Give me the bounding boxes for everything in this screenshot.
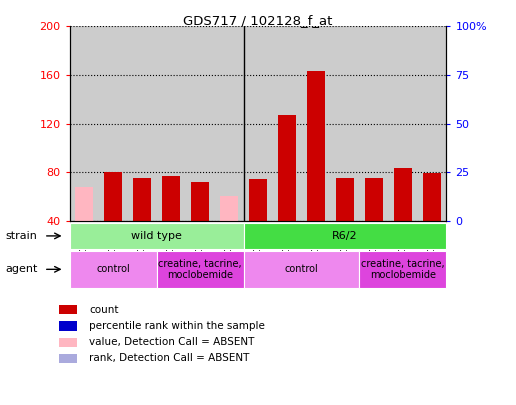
Bar — [360, 251, 446, 288]
Bar — [423, 173, 441, 221]
Text: wild type: wild type — [131, 231, 182, 241]
Text: GDS717 / 102128_f_at: GDS717 / 102128_f_at — [183, 14, 333, 27]
Text: count: count — [89, 305, 119, 315]
Bar — [278, 115, 296, 221]
Bar — [220, 196, 238, 221]
Bar — [70, 251, 156, 288]
Bar — [163, 176, 180, 221]
Bar — [249, 179, 267, 221]
Text: control: control — [285, 264, 318, 274]
Bar — [301, 26, 330, 221]
Bar — [417, 26, 446, 221]
Bar — [134, 178, 151, 221]
Bar — [59, 354, 77, 363]
Bar — [244, 223, 446, 249]
Text: rank, Detection Call = ABSENT: rank, Detection Call = ABSENT — [89, 354, 250, 363]
Bar — [186, 26, 215, 221]
Bar — [75, 187, 93, 221]
Bar — [191, 182, 209, 221]
Text: strain: strain — [5, 231, 37, 241]
Bar — [104, 172, 122, 221]
Text: creatine, tacrine,
moclobemide: creatine, tacrine, moclobemide — [361, 258, 445, 280]
Bar — [307, 71, 325, 221]
Bar — [59, 305, 77, 314]
Text: agent: agent — [5, 264, 38, 274]
Bar — [99, 26, 127, 221]
Bar — [70, 223, 244, 249]
Text: creatine, tacrine,
moclobemide: creatine, tacrine, moclobemide — [158, 258, 242, 280]
Bar — [70, 26, 99, 221]
Bar — [215, 26, 244, 221]
Bar — [59, 338, 77, 347]
Bar — [330, 26, 360, 221]
Bar — [360, 26, 389, 221]
Text: control: control — [96, 264, 130, 274]
Text: value, Detection Call = ABSENT: value, Detection Call = ABSENT — [89, 337, 254, 347]
Bar — [394, 168, 412, 221]
Bar — [244, 251, 360, 288]
Bar — [389, 26, 417, 221]
Bar — [59, 322, 77, 330]
Text: percentile rank within the sample: percentile rank within the sample — [89, 321, 265, 331]
Text: R6/2: R6/2 — [332, 231, 358, 241]
Bar — [156, 26, 186, 221]
Bar — [336, 178, 353, 221]
Bar — [244, 26, 272, 221]
Bar — [272, 26, 301, 221]
Bar — [156, 251, 244, 288]
Bar — [127, 26, 156, 221]
Bar — [365, 178, 382, 221]
